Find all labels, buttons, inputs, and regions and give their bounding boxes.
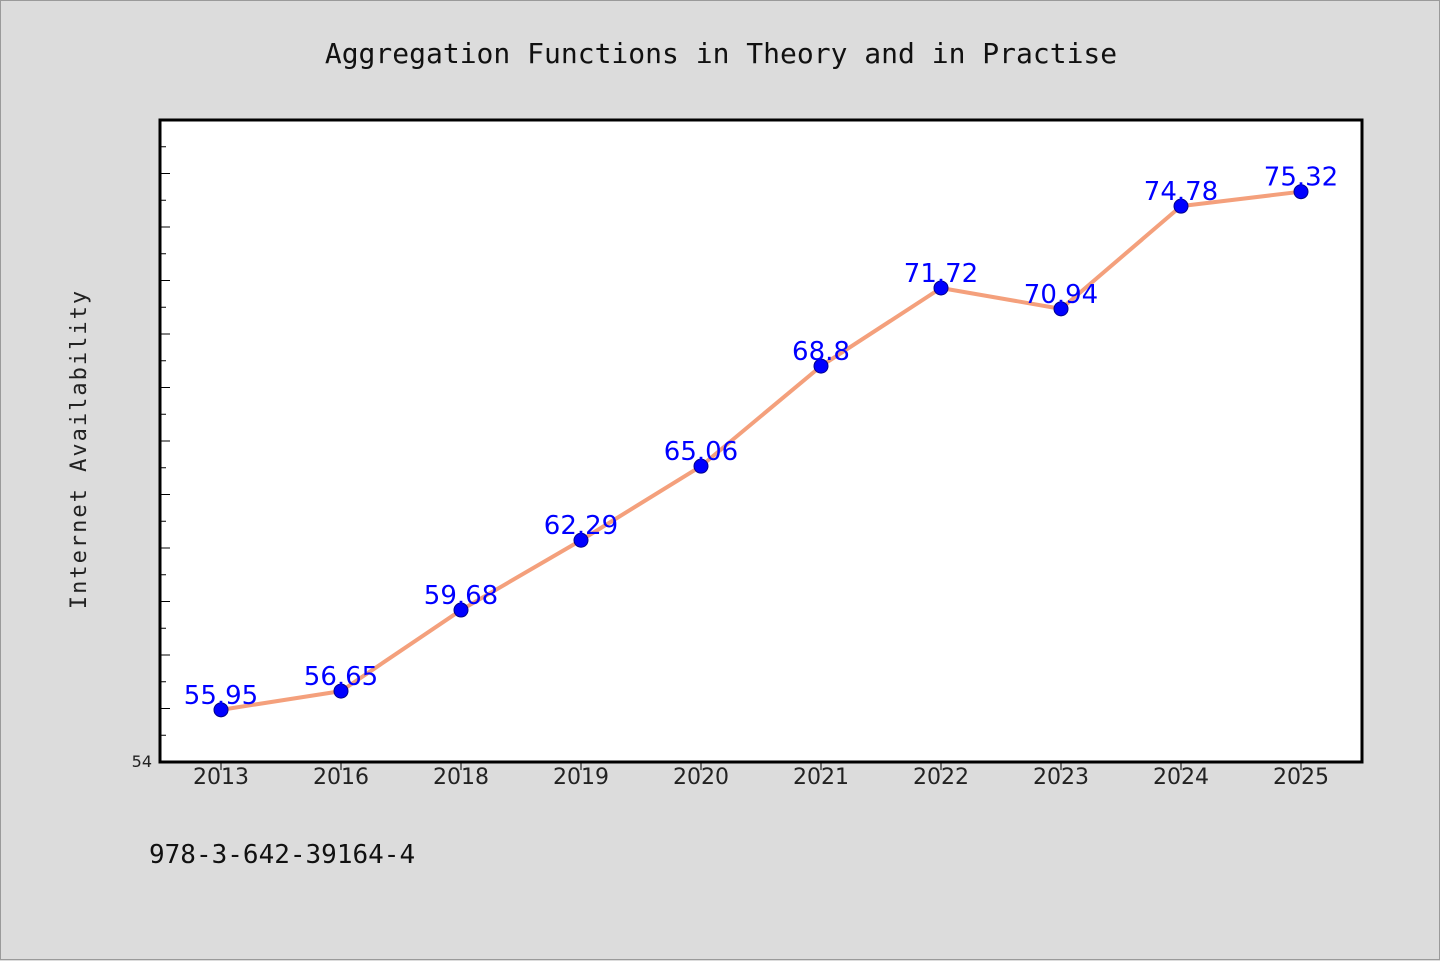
x-tick-label: 2019 <box>553 765 609 790</box>
x-tick-label: 2020 <box>673 765 729 790</box>
series-layer: 55.95 56.65 59.68 62.29 65.06 68.8 71.72 70.94 7… <box>184 163 1338 718</box>
data-label: 74.78 <box>1144 177 1218 207</box>
x-tick-label: 2025 <box>1273 765 1329 790</box>
data-label: 70.94 <box>1024 280 1098 310</box>
data-label: 55.95 <box>184 681 258 711</box>
chart-title: Aggregation Functions in Theory and in P… <box>325 37 1117 70</box>
data-label: 56.65 <box>304 662 378 692</box>
data-point <box>1173 198 1189 214</box>
series-line <box>220 189 1302 712</box>
data-point <box>933 280 949 296</box>
data-point <box>813 358 829 374</box>
data-label: 62.29 <box>544 511 618 541</box>
data-point <box>1293 184 1309 200</box>
data-label: 59.68 <box>424 581 498 611</box>
x-tick-label: 2023 <box>1033 765 1089 790</box>
x-axis-ticks: 2013 2016 2018 2019 2020 2021 2022 2023 2024 2025 <box>193 762 1329 790</box>
y-tick-label: 54 <box>132 752 152 771</box>
x-tick-label: 2022 <box>913 765 969 790</box>
x-tick-label: 2021 <box>793 765 849 790</box>
x-tick-label: 2013 <box>193 765 249 790</box>
data-point <box>693 458 709 474</box>
data-label: 68.8 <box>792 337 850 367</box>
data-point <box>573 532 589 548</box>
data-point <box>333 683 349 699</box>
x-tick-label: 2024 <box>1153 765 1209 790</box>
isbn-text: 978-3-642-39164-4 <box>149 840 415 870</box>
plot-area <box>158 118 1364 764</box>
data-label: 75.32 <box>1264 163 1338 193</box>
data-point <box>1053 301 1069 317</box>
data-label: 71.72 <box>904 259 978 289</box>
x-tick-label: 2018 <box>433 765 489 790</box>
y-axis-ticks: 54 <box>132 119 170 771</box>
data-label: 65.06 <box>664 437 738 467</box>
x-tick-label: 2016 <box>313 765 369 790</box>
data-point <box>213 702 229 718</box>
data-point <box>453 602 469 618</box>
y-axis-label: Internet Availability <box>67 289 92 609</box>
